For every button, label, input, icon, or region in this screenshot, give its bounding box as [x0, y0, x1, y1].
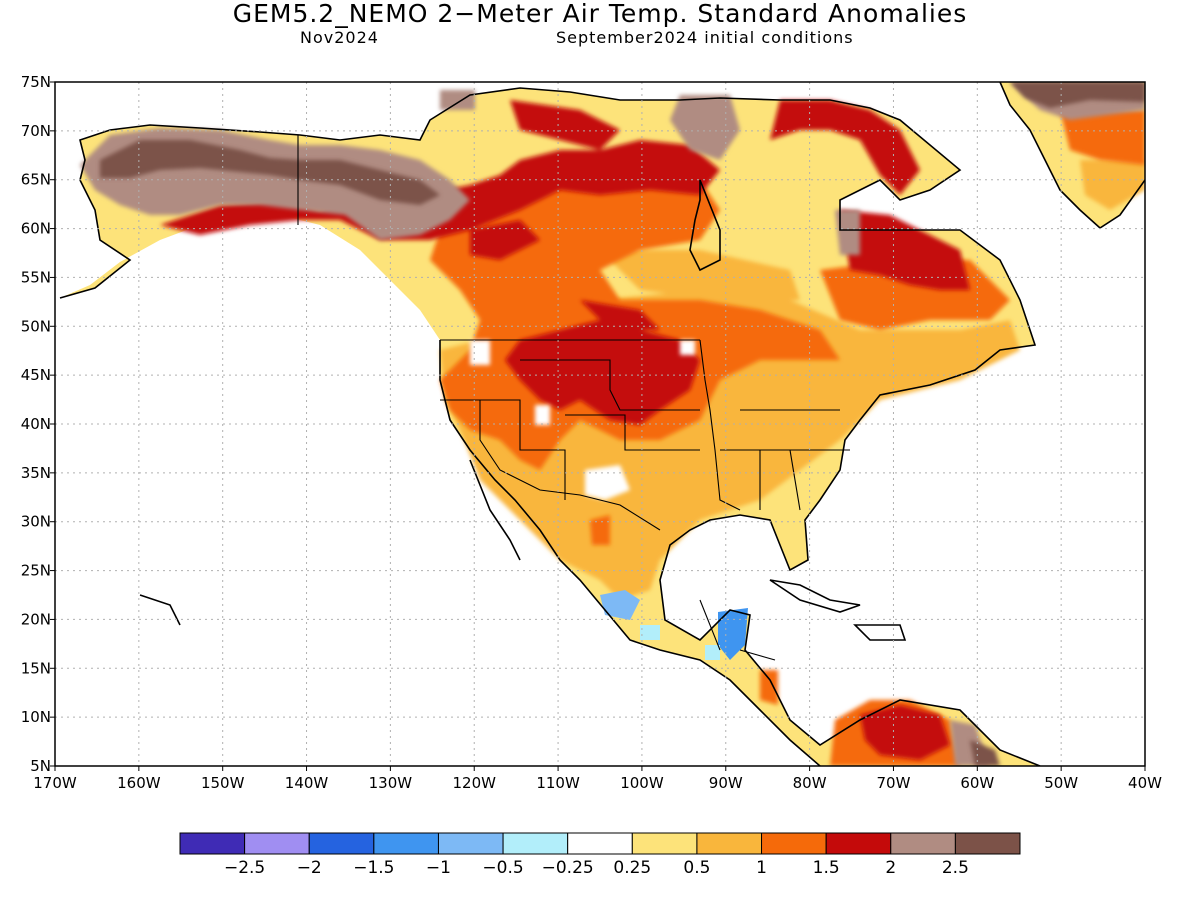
- lon-tick-label: 120W: [452, 774, 496, 792]
- longitude-labels: 170W 160W 150W 140W 130W 120W 110W 100W 90W 80W 70…: [33, 766, 1162, 792]
- colorbar-label: 0.5: [683, 858, 710, 878]
- colorbar-label: −1.5: [353, 858, 394, 878]
- colorbar-swatch: [825, 832, 892, 855]
- colorbar-swatch: [373, 832, 439, 855]
- political-borders: [297, 135, 850, 661]
- lat-tick-label: 65N: [21, 171, 51, 189]
- lat-tick-label: 50N: [21, 317, 51, 335]
- lat-tick-label: 30N: [21, 513, 51, 531]
- colorbar-swatch: [244, 832, 310, 855]
- lat-tick-label: 10N: [21, 708, 51, 726]
- colorbar-label: 1.5: [813, 858, 840, 878]
- init-conditions-label: September2024 initial conditions: [556, 28, 854, 47]
- lat-tick-label: 75N: [21, 73, 51, 91]
- lat-tick-label: 25N: [21, 562, 51, 580]
- lon-tick-label: 110W: [536, 774, 580, 792]
- lon-tick-label: 70W: [877, 774, 911, 792]
- colorbar-label: −1: [426, 858, 451, 878]
- colorbar-label: 2: [885, 858, 896, 878]
- coastlines: [59, 82, 1145, 766]
- graticule: [55, 82, 1145, 766]
- colorbar-swatch: [502, 832, 569, 855]
- colorbar-label: 1: [756, 858, 767, 878]
- lat-tick-label: 35N: [21, 464, 51, 482]
- lat-tick-label: 15N: [21, 659, 51, 677]
- colorbar-label: 2.5: [942, 858, 969, 878]
- lon-tick-label: 100W: [620, 774, 664, 792]
- colorbar-label: −0.5: [482, 858, 523, 878]
- colorbar-label: −0.25: [542, 858, 594, 878]
- anomaly-2-zone: [160, 100, 970, 760]
- colorbar-swatch: [954, 832, 1021, 855]
- valid-month-label: Nov2024: [300, 28, 379, 47]
- latitude-labels: 75N 70N 65N 60N 55N 50N 45N 40N 35N 30N 25N 20N 15N 1…: [21, 73, 55, 775]
- lon-tick-label: 40W: [1128, 774, 1162, 792]
- lon-tick-label: 90W: [709, 774, 743, 792]
- colorbar-swatch: [761, 832, 827, 855]
- lat-tick-label: 55N: [21, 268, 51, 286]
- colorbar-swatch: [567, 832, 633, 855]
- lon-tick-label: 140W: [285, 774, 329, 792]
- colorbar-swatch: [890, 832, 956, 855]
- lon-tick-label: 60W: [960, 774, 994, 792]
- colorbar-swatch: [308, 832, 375, 855]
- colorbar-swatch: [179, 832, 246, 855]
- anomaly-shading: [59, 82, 1145, 766]
- lon-tick-label: 160W: [117, 774, 161, 792]
- lat-tick-label: 70N: [21, 122, 51, 140]
- lon-tick-label: 50W: [1044, 774, 1078, 792]
- lat-tick-label: 45N: [21, 366, 51, 384]
- lon-tick-label: 130W: [369, 774, 413, 792]
- colorbar-swatch: [696, 832, 763, 855]
- lon-tick-label: 150W: [201, 774, 245, 792]
- near-zero-zone: [470, 340, 695, 500]
- lat-tick-label: 5N: [30, 757, 51, 775]
- colorbar-label: −2.5: [224, 858, 265, 878]
- map-title: GEM5.2_NEMO 2−Meter Air Temp. Standard A…: [232, 0, 968, 28]
- colorbar-swatch: [437, 832, 504, 855]
- colorbar-labels: −2.5 −2 −1.5 −1 −0.5 −0.25 0.25 0.5 1 1.5 2 2.5: [224, 858, 969, 878]
- anomaly-max-zone: [100, 82, 1145, 766]
- lat-tick-label: 40N: [21, 415, 51, 433]
- colorbar-label: 0.25: [613, 858, 651, 878]
- lon-tick-label: 80W: [793, 774, 827, 792]
- lat-tick-label: 20N: [21, 610, 51, 628]
- lon-tick-label: 170W: [33, 774, 77, 792]
- colorbar-label: −2: [297, 858, 322, 878]
- colorbar: [179, 832, 1021, 855]
- colorbar-swatch: [631, 832, 698, 855]
- lat-tick-label: 60N: [21, 220, 51, 238]
